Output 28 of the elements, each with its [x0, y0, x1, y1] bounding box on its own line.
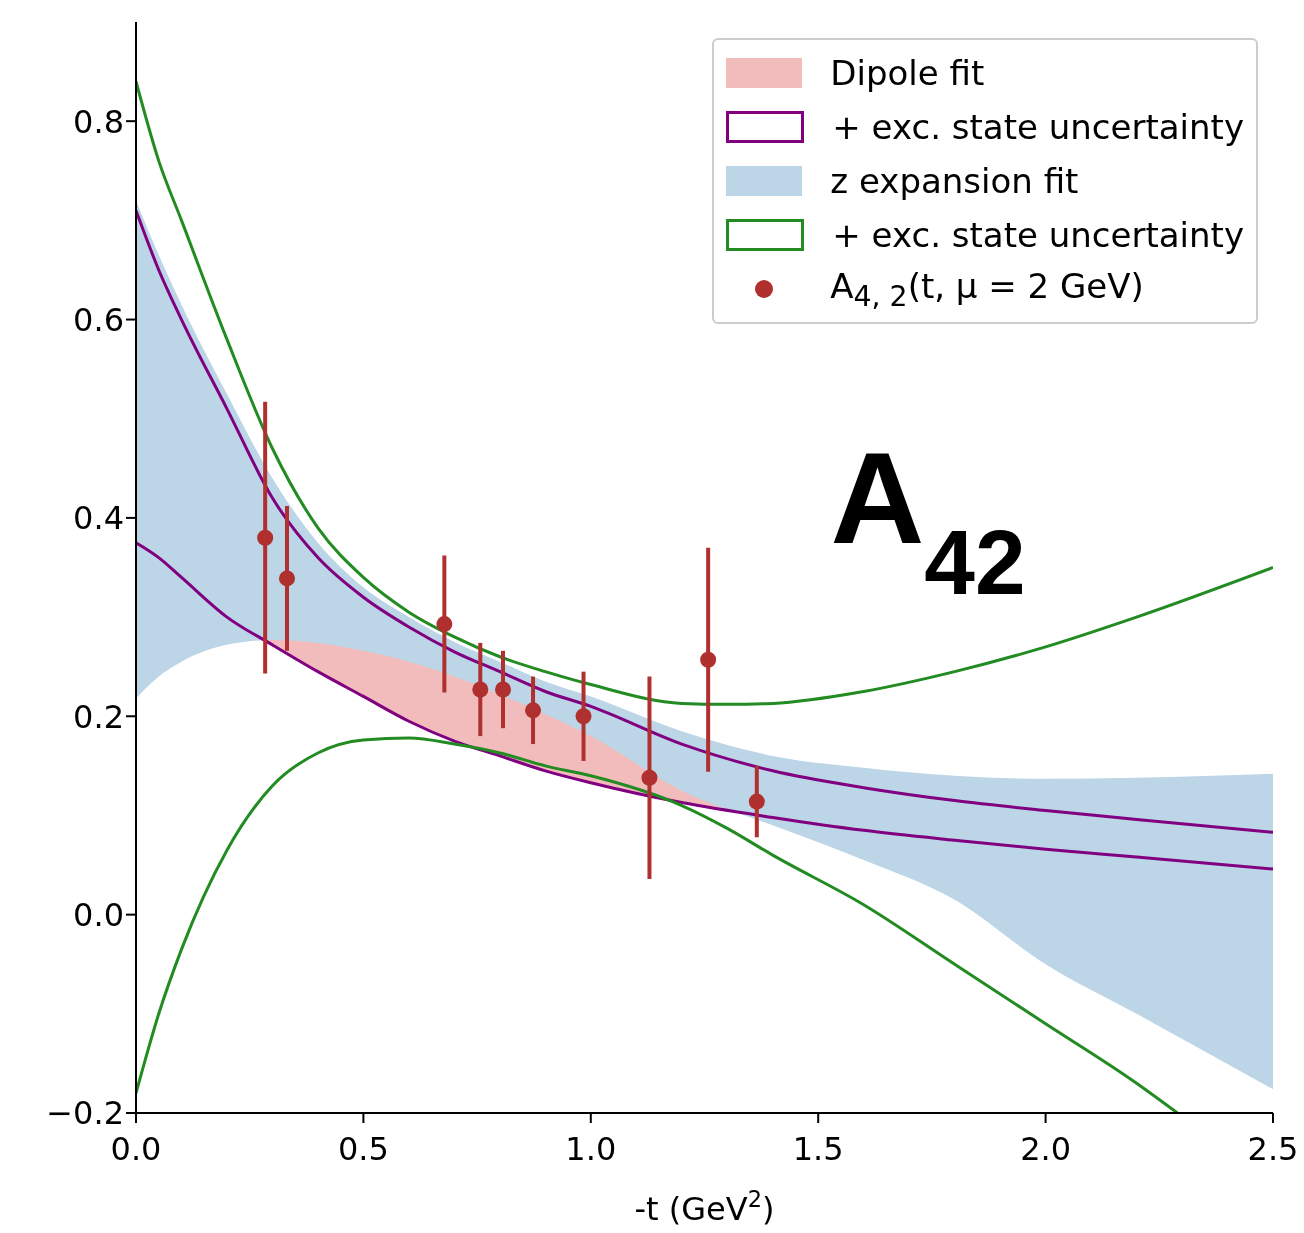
point: [700, 651, 717, 668]
legend-label: z expansion fit: [830, 161, 1079, 201]
annotation: A$_{42}$: [830, 425, 1026, 613]
legend-label: Dipole fit: [830, 53, 985, 93]
point: [525, 702, 542, 719]
point: [278, 570, 295, 587]
point: [575, 708, 592, 725]
y-tick-label: 0.0: [73, 896, 124, 934]
y-tick-label: 0.8: [73, 102, 124, 141]
point: [641, 769, 658, 786]
x-tick-label: 1.5: [792, 1129, 844, 1168]
point: [257, 529, 274, 546]
legend-label: + exc. state uncertainty: [832, 107, 1244, 147]
line-series: [136, 736, 1179, 1113]
point: [436, 616, 453, 633]
x-tick-label: 2.5: [1247, 1129, 1299, 1168]
x-tick-label: 2.0: [1020, 1129, 1072, 1168]
y-tick-label: 0.6: [73, 300, 124, 339]
point: [748, 793, 765, 810]
x-axis-title: -t (GeV$^{2}$): [634, 1186, 775, 1228]
x-tick-label: 0.5: [337, 1129, 389, 1168]
legend-label: A$_{4, 2}$(t, μ = 2 GeV): [830, 265, 1144, 313]
x-tick-label: 1.0: [565, 1129, 617, 1168]
point: [495, 681, 512, 698]
legend-label: + exc. state uncertainty: [832, 215, 1244, 255]
point: [472, 681, 489, 698]
y-tick-label: 0.2: [73, 697, 124, 736]
y-tick-label: 0.4: [73, 499, 124, 538]
